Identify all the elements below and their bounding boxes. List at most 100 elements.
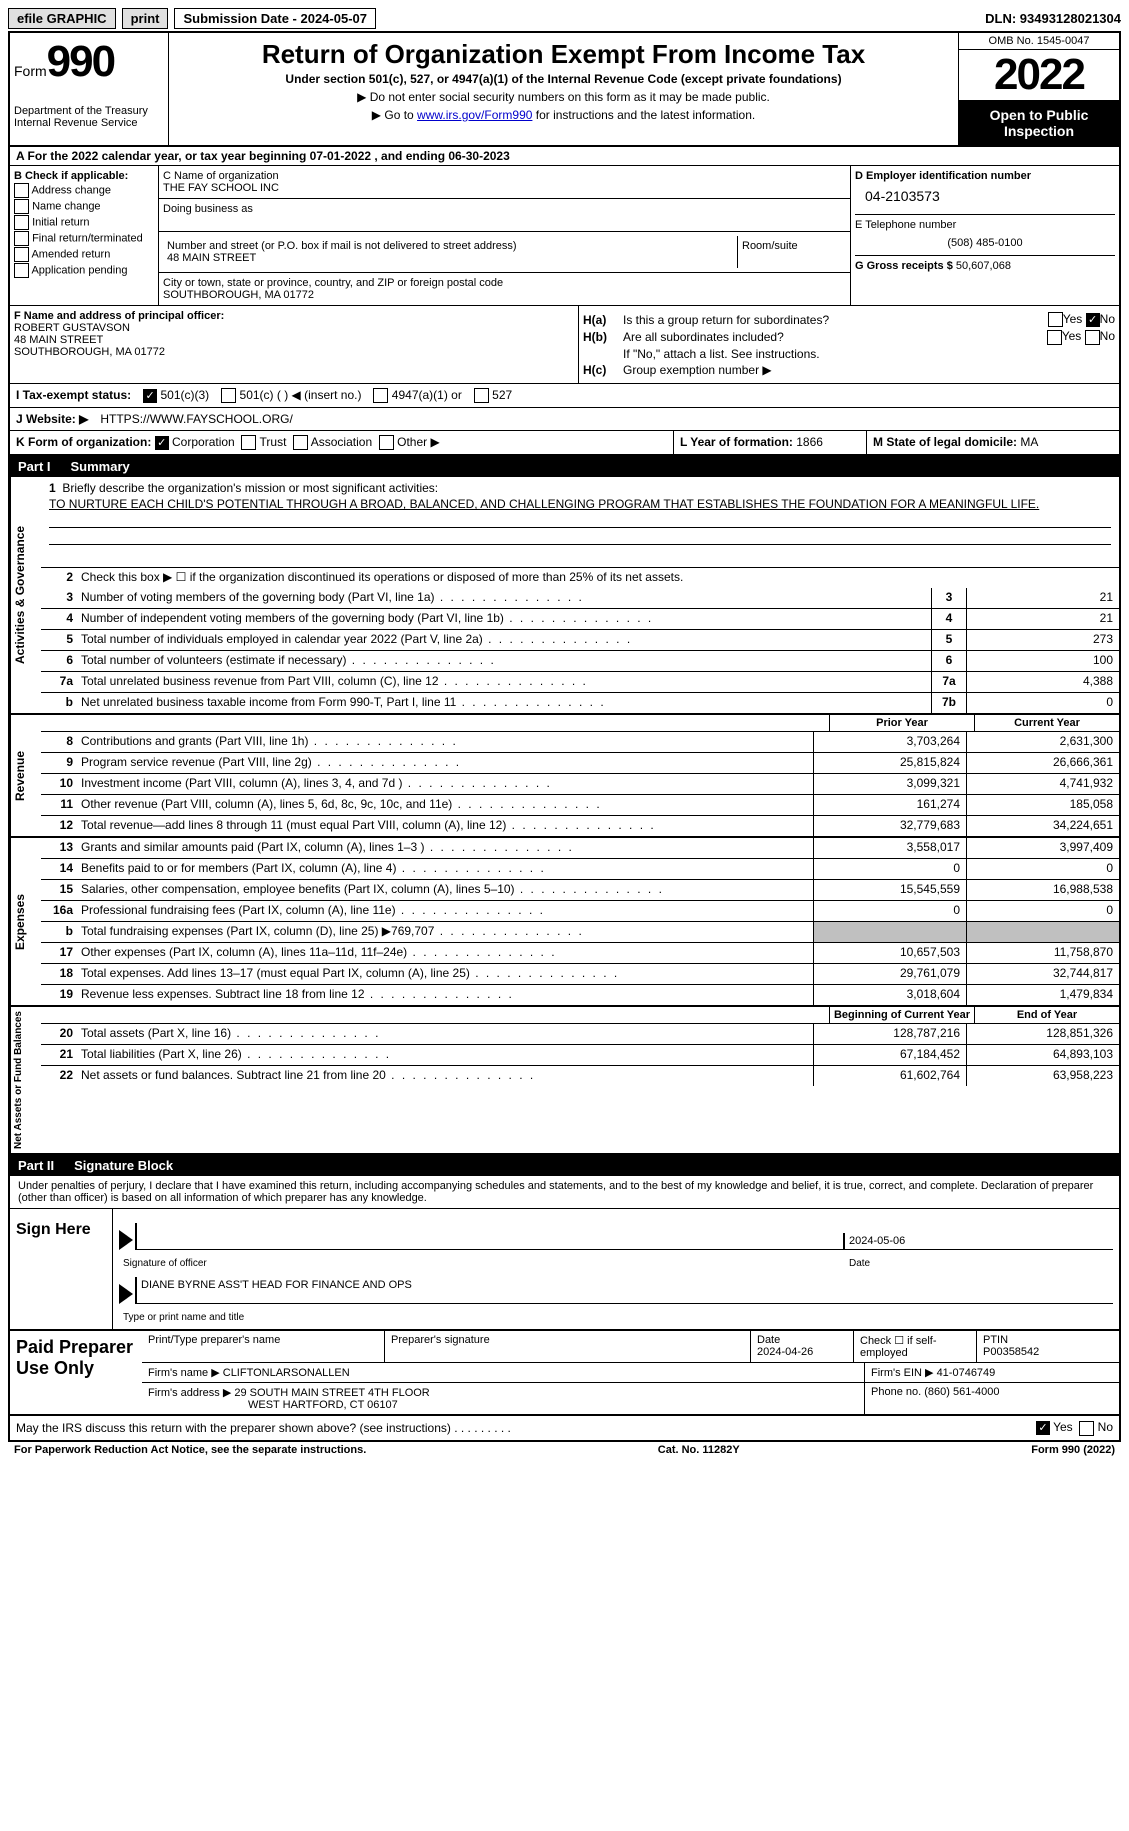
cb-name[interactable]: Name change [14, 199, 154, 214]
last-line: For Paperwork Reduction Act Notice, see … [8, 1442, 1121, 1458]
part1-title: Summary [71, 459, 130, 474]
row-i-status: I Tax-exempt status: ✓ 501(c)(3) 501(c) … [10, 384, 1119, 408]
hb-note: If "No," attach a list. See instructions… [623, 347, 1115, 361]
paperwork-notice: For Paperwork Reduction Act Notice, see … [14, 1444, 366, 1456]
print-button[interactable]: print [122, 8, 169, 29]
m-state: M State of legal domicile: MA [867, 431, 1119, 454]
cb-initial[interactable]: Initial return [14, 215, 154, 230]
prep-addr: Firm's address ▶ 29 SOUTH MAIN STREET 4T… [142, 1383, 865, 1414]
gross-value: 50,607,068 [956, 260, 1011, 272]
hb-label: H(b) [583, 330, 623, 344]
hb-yes-cb[interactable] [1047, 330, 1062, 345]
officer-name: ROBERT GUSTAVSON [14, 322, 574, 334]
exp-lines-14: 14Benefits paid to or for members (Part … [41, 859, 1119, 880]
col-b-checkboxes: B Check if applicable: Address change Na… [10, 166, 159, 305]
part1-num: Part I [18, 459, 51, 474]
org-name: THE FAY SCHOOL INC [163, 182, 846, 194]
sig-officer-field[interactable] [135, 1223, 843, 1250]
exp-lines-15: 15Salaries, other compensation, employee… [41, 880, 1119, 901]
net-lines-20: 20Total assets (Part X, line 16)128,787,… [41, 1024, 1119, 1045]
form-number: 990 [47, 37, 114, 86]
header-left: Form990 Department of the Treasury Inter… [10, 33, 169, 145]
line-2: 2 Check this box ▶ ☐ if the organization… [41, 568, 1119, 588]
hb-text: Are all subordinates included? [623, 330, 1047, 344]
submission-date: Submission Date - 2024-05-07 [174, 8, 376, 29]
form-subtitle: Under section 501(c), 527, or 4947(a)(1)… [179, 72, 948, 86]
form-prefix: Form [14, 63, 47, 79]
footer-discuss: May the IRS discuss this return with the… [10, 1416, 1119, 1439]
sig-intro: Under penalties of perjury, I declare th… [10, 1176, 1119, 1209]
rev-section: Revenue Prior Year Current Year 8Contrib… [10, 715, 1119, 838]
exp-lines-17: 17Other expenses (Part IX, column (A), l… [41, 943, 1119, 964]
phone-label: E Telephone number [855, 219, 1115, 231]
prep-sig-label: Preparer's signature [385, 1331, 751, 1362]
cb-501c[interactable] [221, 388, 236, 403]
row-a-period: A For the 2022 calendar year, or tax yea… [10, 147, 1119, 166]
cb-other[interactable] [379, 435, 394, 450]
col-c-org: C Name of organization THE FAY SCHOOL IN… [159, 166, 851, 305]
ha-yes-cb[interactable] [1048, 312, 1063, 327]
gov-line-b: bNet unrelated business taxable income f… [41, 693, 1119, 713]
addr-value: 48 MAIN STREET [167, 252, 733, 264]
cat-no: Cat. No. 11282Y [366, 1444, 1031, 1456]
net-col-headers: Beginning of Current Year End of Year [41, 1007, 1119, 1024]
city-value: SOUTHBOROUGH, MA 01772 [163, 289, 846, 301]
gov-line-7a: 7aTotal unrelated business revenue from … [41, 672, 1119, 693]
form-header: Form990 Department of the Treasury Inter… [10, 33, 1119, 147]
form-container: Form990 Department of the Treasury Inter… [8, 31, 1121, 1442]
exp-lines-b: bTotal fundraising expenses (Part IX, co… [41, 922, 1119, 943]
rev-col-headers: Prior Year Current Year [41, 715, 1119, 732]
mission-block: 1 Briefly describe the organization's mi… [41, 477, 1119, 568]
ha-no-cb[interactable]: ✓ [1086, 313, 1100, 327]
efile-button[interactable]: efile GRAPHIC [8, 8, 116, 29]
cb-address[interactable]: Address change [14, 183, 154, 198]
footer-q: May the IRS discuss this return with the… [16, 1421, 1036, 1435]
cb-final[interactable]: Final return/terminated [14, 231, 154, 246]
col-d-info: D Employer identification number 04-2103… [851, 166, 1119, 305]
irs-link[interactable]: www.irs.gov/Form990 [417, 108, 532, 122]
cb-assoc[interactable] [293, 435, 308, 450]
sig-arrow-icon [119, 1230, 133, 1250]
cb-corp[interactable]: ✓ [155, 436, 169, 450]
org-name-label: C Name of organization [163, 170, 846, 182]
dept-treasury: Department of the Treasury [14, 105, 164, 117]
discuss-yes-cb[interactable]: ✓ [1036, 1421, 1050, 1435]
section-bcd: B Check if applicable: Address change Na… [10, 166, 1119, 306]
cb-amended[interactable]: Amended return [14, 247, 154, 262]
form-title: Return of Organization Exempt From Incom… [179, 39, 948, 70]
city-label: City or town, state or province, country… [163, 277, 846, 289]
hb-no-cb[interactable] [1085, 330, 1100, 345]
l-year: L Year of formation: 1866 [674, 431, 867, 454]
vtab-net: Net Assets or Fund Balances [10, 1007, 41, 1153]
note-ssn: Do not enter social security numbers on … [179, 90, 948, 104]
discuss-no-cb[interactable] [1079, 1421, 1094, 1436]
mission-label: Briefly describe the organization's miss… [62, 481, 438, 495]
cb-527[interactable] [474, 388, 489, 403]
preparer-block: Paid Preparer Use Only Print/Type prepar… [10, 1331, 1119, 1416]
org-name-block: C Name of organization THE FAY SCHOOL IN… [159, 166, 850, 199]
gov-section: Activities & Governance 1 Briefly descri… [10, 477, 1119, 715]
room-label: Room/suite [738, 236, 846, 268]
row-klm: K Form of organization: ✓ Corporation Tr… [10, 431, 1119, 456]
prep-ptin: PTINP00358542 [977, 1331, 1119, 1362]
ch-prior: Prior Year [829, 715, 974, 731]
rev-lines-9: 9Program service revenue (Part VIII, lin… [41, 753, 1119, 774]
phone-block: E Telephone number (508) 485-0100 [855, 214, 1115, 249]
dba-label: Doing business as [163, 203, 846, 215]
cb-trust[interactable] [241, 435, 256, 450]
part2-title: Signature Block [74, 1158, 173, 1173]
exp-lines-18: 18Total expenses. Add lines 13–17 (must … [41, 964, 1119, 985]
cb-4947[interactable] [373, 388, 388, 403]
addr-label: Number and street (or P.O. box if mail i… [167, 240, 733, 252]
officer-addr2: SOUTHBOROUGH, MA 01772 [14, 346, 574, 358]
officer-addr1: 48 MAIN STREET [14, 334, 574, 346]
cb-pending[interactable]: Application pending [14, 263, 154, 278]
cb-501c3[interactable]: ✓ [143, 389, 157, 403]
exp-section: Expenses 13Grants and similar amounts pa… [10, 838, 1119, 1007]
net-lines-22: 22Net assets or fund balances. Subtract … [41, 1066, 1119, 1086]
ch-current: Current Year [974, 715, 1119, 731]
officer-label: F Name and address of principal officer: [14, 310, 224, 322]
section-fh: F Name and address of principal officer:… [10, 306, 1119, 384]
gov-line-6: 6Total number of volunteers (estimate if… [41, 651, 1119, 672]
hc-text: Group exemption number ▶ [623, 363, 1115, 377]
